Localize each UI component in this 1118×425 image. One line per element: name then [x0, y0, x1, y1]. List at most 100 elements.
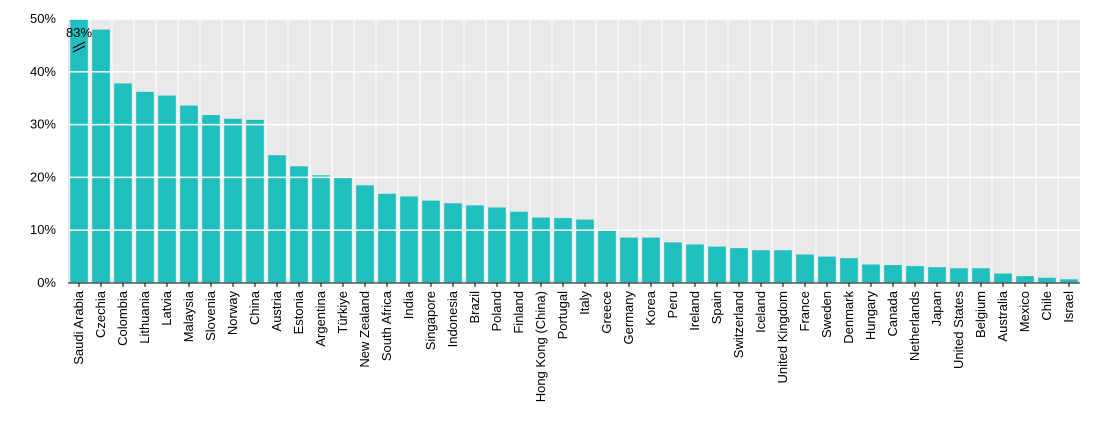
bar — [378, 193, 396, 283]
bar — [136, 91, 154, 283]
bar — [246, 119, 264, 283]
x-tick-label: Austria — [269, 290, 284, 331]
bar — [268, 155, 286, 283]
x-tick-label: Iceland — [753, 291, 768, 333]
x-tick-label: Mexico — [1017, 291, 1032, 332]
bar — [532, 217, 550, 283]
y-tick-label: 20% — [30, 169, 56, 184]
bar — [1016, 276, 1034, 283]
bar — [1038, 277, 1056, 283]
x-tick-label: Greece — [599, 291, 614, 334]
x-tick-label: Estonia — [291, 290, 306, 334]
bar — [290, 166, 308, 283]
bar — [466, 205, 484, 283]
bars — [70, 19, 1078, 283]
bar — [708, 246, 726, 283]
x-tick-label: Japan — [929, 291, 944, 326]
bar — [840, 258, 858, 283]
x-tick-label: Hungary — [863, 291, 878, 341]
x-tick-label: China — [247, 290, 262, 325]
x-tick-label: Spain — [709, 291, 724, 324]
bar — [752, 250, 770, 283]
bar — [312, 175, 330, 283]
bar — [730, 248, 748, 283]
y-tick-label: 10% — [30, 222, 56, 237]
x-tick-label: Latvia — [159, 290, 174, 325]
bar — [158, 95, 176, 283]
y-tick-label: 40% — [30, 64, 56, 79]
bar — [114, 83, 132, 283]
axis-break — [72, 45, 86, 53]
bar — [774, 250, 792, 283]
bar — [928, 267, 946, 283]
bar — [422, 200, 440, 283]
bar — [642, 237, 660, 283]
x-tick-label: South Africa — [379, 290, 394, 361]
x-tick-label: Argentina — [313, 290, 328, 346]
x-tick-label: Canada — [885, 290, 900, 336]
x-tick-label: New Zealand — [357, 291, 372, 368]
x-tick-label: Colombia — [115, 290, 130, 346]
bar — [884, 265, 902, 283]
x-tick-label: Brazil — [467, 291, 482, 324]
x-tick-label: Italy — [577, 291, 592, 315]
bar — [554, 218, 572, 283]
bar — [202, 115, 220, 283]
y-tick-label: 30% — [30, 117, 56, 132]
x-tick-label: Australia — [995, 290, 1010, 341]
value-label: 83% — [66, 25, 92, 40]
x-tick-label: Malaysia — [181, 290, 196, 342]
bar — [686, 244, 704, 283]
x-tick-label: Ireland — [687, 291, 702, 331]
bar — [1060, 279, 1078, 283]
x-tick-label: Sweden — [819, 291, 834, 338]
x-tick-label: Denmark — [841, 291, 856, 344]
x-tick-label: Türkiye — [335, 291, 350, 334]
x-tick-label: Netherlands — [907, 291, 922, 362]
bar — [598, 230, 616, 283]
x-tick-label: Portugal — [555, 291, 570, 340]
x-tick-label: France — [797, 291, 812, 331]
bar — [994, 273, 1012, 283]
x-tick-label: United Kingdom — [775, 291, 790, 384]
bar — [488, 207, 506, 283]
x-tick-label: Norway — [225, 291, 240, 336]
x-tick-label: Poland — [489, 291, 504, 331]
x-tick-label: Peru — [665, 291, 680, 318]
bar — [180, 105, 198, 283]
bar — [862, 264, 880, 283]
bar — [510, 211, 528, 283]
bar — [576, 219, 594, 283]
x-tick-label: Indonesia — [445, 290, 460, 347]
bar — [70, 19, 88, 283]
bar — [818, 256, 836, 283]
bar — [620, 237, 638, 283]
bar — [664, 242, 682, 283]
x-tick-label: Hong Kong (China) — [533, 291, 548, 402]
x-tick-label: Czechia — [93, 290, 108, 338]
x-tick-label: Korea — [643, 290, 658, 325]
x-tick-label: Switzerland — [731, 291, 746, 358]
bar — [444, 203, 462, 283]
y-tick-label: 0% — [37, 275, 56, 290]
x-tick-label: Lithuania — [137, 290, 152, 344]
bar — [224, 118, 242, 283]
x-tick-label: Germany — [621, 291, 636, 345]
bar — [972, 268, 990, 283]
x-tick-label: United States — [951, 291, 966, 370]
x-tick-label: Singapore — [423, 291, 438, 350]
bar — [796, 254, 814, 283]
bar — [950, 268, 968, 283]
x-tick-label: Slovenia — [203, 290, 218, 341]
bar — [92, 29, 110, 283]
bar — [356, 185, 374, 283]
x-tick-label: India — [401, 290, 416, 319]
axis-break — [72, 41, 86, 49]
x-tick-label: Saudi Arabia — [71, 290, 86, 364]
x-tick-label: Finland — [511, 291, 526, 334]
y-tick-label: 50% — [30, 11, 56, 26]
x-tick-label: Chile — [1039, 291, 1054, 321]
x-tick-label: Israel — [1061, 291, 1076, 323]
bar — [906, 266, 924, 283]
